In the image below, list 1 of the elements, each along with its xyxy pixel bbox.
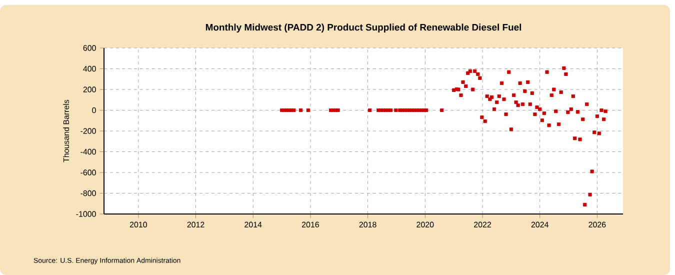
chart-title: Monthly Midwest (PADD 2) Product Supplied of Renewable Diesel Fuel: [206, 24, 522, 33]
